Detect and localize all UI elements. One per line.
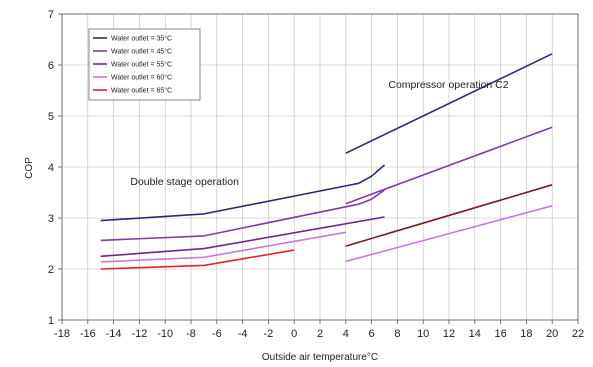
x-tick-label: 12 (443, 328, 455, 340)
series-line-1 (100, 164, 386, 222)
series-line-3 (100, 189, 385, 242)
x-tick-label: -10 (157, 328, 173, 340)
legend-label: Water outlet = 35°C (111, 35, 172, 43)
x-tick-label: 10 (417, 328, 429, 340)
series-line-6 (345, 184, 553, 247)
series-line-8 (345, 205, 553, 263)
series-line-4 (345, 126, 553, 205)
x-tick-label: 16 (494, 328, 506, 340)
x-axis-label: Outside air temperature°C (262, 352, 378, 363)
x-tick-label: -16 (80, 328, 96, 340)
annotations: Double stage operation Compressor operati… (130, 79, 508, 188)
y-tick-label: 4 (48, 162, 54, 174)
tick-labels: -18 -16 -14 -12 -10 -8 -6 -4 -2 0 2 4 6 8 10 12 14 16 18 20… (48, 9, 584, 340)
x-tick-label: 0 (291, 328, 297, 340)
x-tick-label: 4 (343, 328, 349, 340)
x-tick-label: 2 (317, 328, 323, 340)
y-tick-label: 2 (48, 264, 54, 276)
y-tick-label: 5 (48, 111, 54, 123)
x-tick-label: 6 (369, 328, 375, 340)
x-tick-label: 22 (572, 328, 584, 340)
x-tick-label: -8 (186, 328, 196, 340)
x-tick-label: -12 (131, 328, 147, 340)
legend: Water outlet = 35°C Water outlet = 45°C Wa… (88, 28, 201, 101)
x-tick-label: 20 (546, 328, 558, 340)
legend-label: Water outlet = 60°C (111, 74, 172, 82)
series-line-7 (100, 231, 346, 263)
x-tick-label: 14 (469, 328, 481, 340)
legend-label: Water outlet = 65°C (111, 87, 172, 95)
series-line-5 (100, 216, 385, 258)
y-axis-label: COP (24, 157, 35, 179)
annotation-2: Compressor operation C2 (388, 79, 508, 91)
annotation-1: Double stage operation (130, 176, 239, 188)
y-tick-label: 7 (48, 9, 54, 21)
x-tick-label: -2 (264, 328, 274, 340)
y-tick-label: 6 (48, 60, 54, 72)
x-tick-label: 18 (520, 328, 532, 340)
y-tick-label: 1 (48, 315, 54, 327)
series-line-2 (345, 53, 553, 154)
legend-label: Water outlet = 55°C (111, 61, 172, 69)
x-tick-label: -4 (238, 328, 248, 340)
series-line-9 (100, 249, 295, 270)
legend-label: Water outlet = 45°C (111, 48, 172, 56)
x-tick-label: -6 (212, 328, 222, 340)
x-tick-label: -14 (106, 328, 122, 340)
x-tick-label: 8 (394, 328, 400, 340)
legend-box (88, 28, 201, 101)
y-tick-label: 3 (48, 213, 54, 225)
x-tick-label: -18 (54, 328, 70, 340)
series-lines (100, 53, 553, 270)
